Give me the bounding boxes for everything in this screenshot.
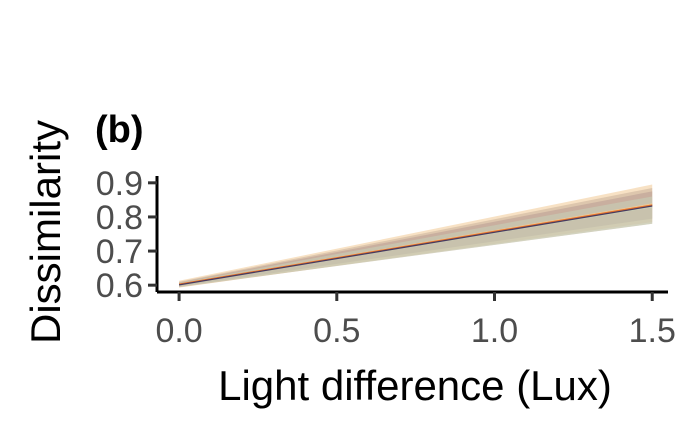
x-axis-ticks: 0.0 0.5 1.0 1.5 (155, 292, 676, 350)
y-tick-label: 0.9 (96, 165, 143, 203)
y-axis-ticks: 0.60.70.80.9 (96, 165, 157, 305)
x-axis-title: Light difference (Lux) (218, 362, 612, 409)
series-lines (178, 203, 653, 286)
y-tick-label: 0.8 (96, 199, 143, 237)
y-tick-label: 0.6 (96, 267, 143, 305)
y-tick-label: 0.7 (96, 233, 143, 271)
series-line-4 (178, 204, 653, 285)
panel-label: (b) (95, 109, 144, 151)
x-tick-label: 0.5 (313, 312, 360, 350)
x-tick-label: 1.5 (629, 312, 676, 350)
axes (155, 176, 668, 294)
series-line-5 (178, 205, 653, 286)
y-axis-title: Dissimilarity (22, 120, 69, 344)
x-tick-label: 0.0 (155, 312, 202, 350)
x-tick-label: 1.0 (471, 312, 518, 350)
